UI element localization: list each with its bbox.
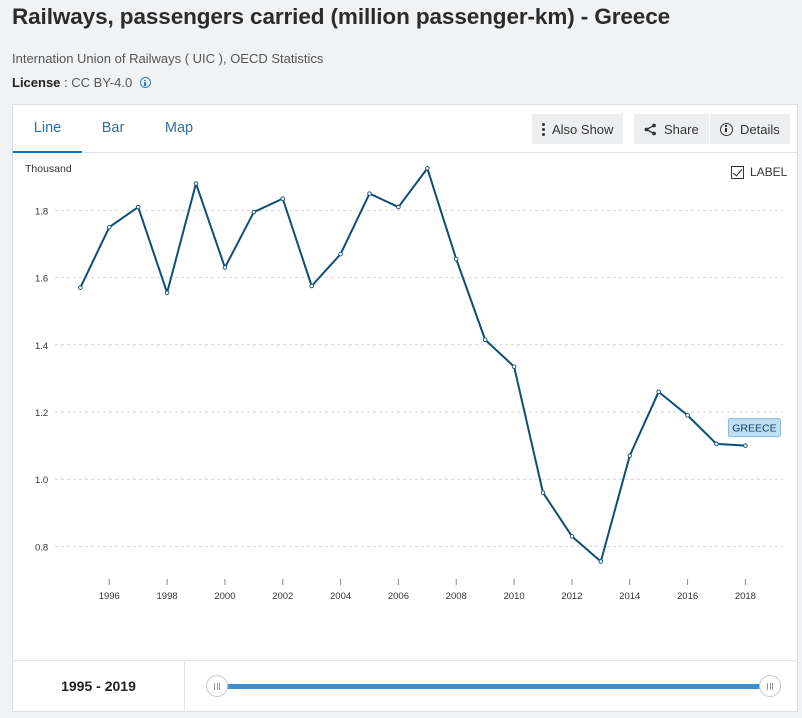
data-point[interactable] [164,290,170,295]
range-start: 1995 [61,678,93,694]
x-tick-label: 2008 [446,591,467,602]
y-tick-label: 1.8 [35,206,48,217]
x-tick-label: 2002 [272,591,293,602]
tab-line[interactable]: Line [13,105,82,153]
data-point[interactable] [743,443,748,448]
license-value: CC BY-4.0 [71,75,133,90]
data-point[interactable] [107,224,112,230]
data-point[interactable] [222,265,228,270]
data-point[interactable] [193,181,199,186]
x-tick-label: 2012 [561,591,582,602]
details-label: Details [740,121,780,137]
data-point[interactable] [540,490,546,495]
x-tick-label: 2004 [330,591,351,602]
chart-card: Line Bar Map Also Show Share Details Tho… [12,104,798,712]
x-tick-label: 2006 [388,591,409,602]
y-tick-label: 1.6 [35,274,48,285]
label-toggle[interactable]: LABEL [731,165,787,179]
range-slider-track[interactable] [218,684,770,689]
more-vertical-icon [542,122,545,136]
y-tick-label: 1.4 [35,341,48,352]
y-tick-label: 1.2 [35,408,48,419]
series-end-label: GREECE [732,423,776,435]
data-point[interactable] [251,209,257,215]
data-point[interactable] [627,453,632,458]
x-tick-label: 2000 [214,591,235,602]
data-point[interactable] [396,204,401,210]
license-label: License [12,75,61,90]
x-tick-label: 2014 [619,591,640,602]
y-tick-label: 0.8 [35,542,48,553]
data-point[interactable] [598,559,604,564]
line-chart: Thousand 1996 1998 2000 2002 2004 2006 2008 201… [25,163,783,602]
data-point[interactable] [482,337,488,343]
range-text: 1995 - 2019 [13,661,185,712]
data-point[interactable] [454,256,459,262]
data-point[interactable] [569,534,575,539]
x-tick-label: 2010 [504,591,525,602]
range-end: 2019 [104,678,136,694]
info-circle-icon [720,122,733,136]
tab-bar[interactable]: Bar [101,120,125,136]
also-show-button[interactable]: Also Show [532,114,624,144]
data-point[interactable] [656,389,661,395]
y-tick-label: 1.0 [35,475,48,486]
label-toggle-text: LABEL [750,165,788,179]
x-tick-label: 1998 [157,591,178,602]
also-show-label: Also Show [552,121,614,137]
tab-map[interactable]: Map [164,120,194,136]
range-footer: 1995 - 2019 [13,660,797,712]
data-point[interactable] [367,191,372,196]
license-separator: : [60,75,72,90]
data-point[interactable] [78,285,83,290]
unit-label: Thousand [25,163,72,175]
license-line: License : CC BY-4.0 [12,75,152,90]
data-point[interactable] [425,166,430,171]
x-tick-label: 1996 [99,591,120,602]
share-button[interactable]: Share [634,114,709,144]
data-point[interactable] [511,364,517,369]
series-end-label-box [727,418,781,438]
data-point[interactable] [309,283,314,289]
page-title: Railways, passengers carried (million pa… [12,4,671,29]
details-button[interactable]: Details [710,114,790,144]
data-point[interactable] [714,441,719,447]
chart-tabs: Line Bar Map Also Show Share Details [13,105,797,153]
x-tick-label: 2016 [677,591,698,602]
info-icon[interactable] [140,77,152,88]
range-separator: - [92,678,105,694]
share-label: Share [664,121,699,137]
source-text: Internation Union of Railways ( UIC ), O… [12,51,324,66]
data-point[interactable] [135,204,141,210]
data-point[interactable] [685,413,690,418]
data-point[interactable] [338,251,343,257]
label-checkbox[interactable] [731,165,744,179]
range-slider-end-handle[interactable] [759,675,781,697]
range-slider-start-handle[interactable] [206,675,228,697]
x-tick-label: 2018 [735,591,756,602]
share-icon [644,123,656,135]
data-point[interactable] [280,196,286,201]
series-line [79,167,746,563]
